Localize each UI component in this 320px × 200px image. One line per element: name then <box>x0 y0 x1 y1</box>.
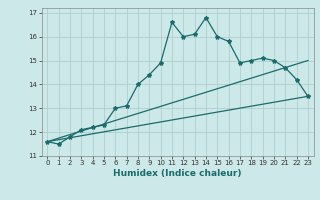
X-axis label: Humidex (Indice chaleur): Humidex (Indice chaleur) <box>113 169 242 178</box>
